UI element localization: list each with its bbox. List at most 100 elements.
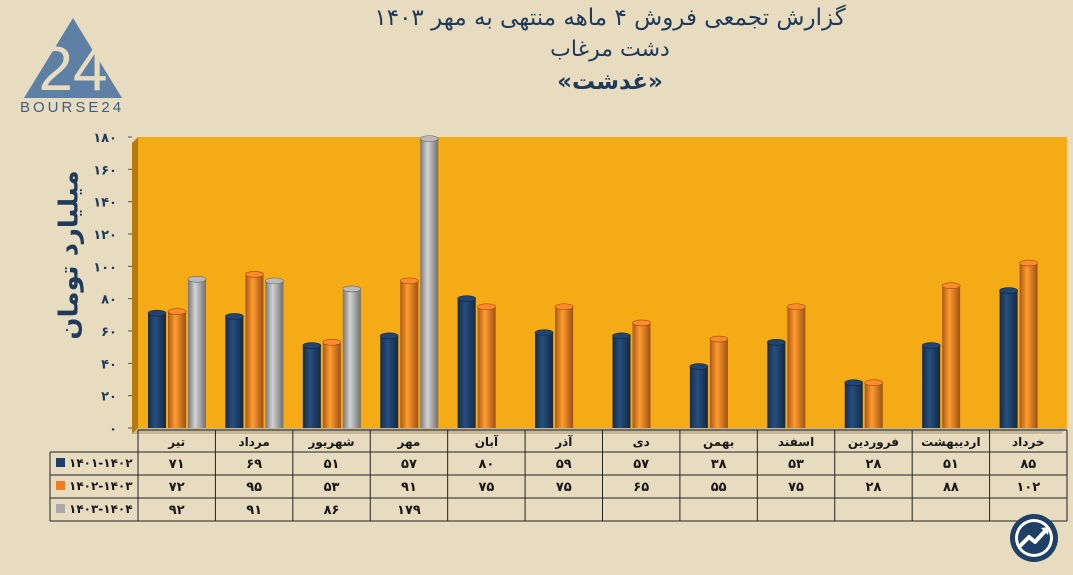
x-tick-label: خرداد (1012, 435, 1045, 449)
x-tick-label: دی (633, 435, 650, 449)
x-tick-label: فروردین (848, 435, 899, 450)
legend-label: ۱۴۰۳-۱۴۰۴ (69, 502, 133, 516)
chart-title-block: گزارش تجمعی فروش ۴ ماهه منتهی به مهر ۱۴۰… (240, 2, 980, 98)
y-tick-label: ۶۰ (101, 325, 117, 340)
trend-chart-badge-icon (1010, 514, 1058, 562)
bar-top (265, 277, 284, 285)
data-table: تیر مرداد شهریور مهر آبان آذر دی بهمن اسفند فرورد… (49, 429, 1068, 522)
data-label: ۷۱ (169, 457, 185, 472)
bar (477, 306, 496, 428)
bar (342, 288, 361, 428)
bar-top (379, 332, 399, 340)
legend-swatch (56, 458, 65, 467)
data-label: ۸۶ (324, 503, 340, 518)
y-tick-label: ۲۰ (101, 390, 117, 405)
bar-top (167, 308, 187, 315)
bar-top (399, 277, 419, 285)
bar-top (864, 379, 884, 387)
x-tick-label: اردیبهشت (921, 435, 980, 449)
data-label: ۹۵ (246, 480, 262, 495)
logo-mark: 24 (39, 35, 108, 104)
plot-floor (132, 428, 1067, 434)
data-label: ۸۰ (478, 457, 494, 472)
data-label: ۵۳ (324, 480, 340, 495)
y-tick-label: ۱۲۰ (93, 228, 117, 243)
bar-top (302, 342, 322, 349)
data-label: ۵۱ (324, 457, 340, 472)
data-label: ۷۵ (788, 480, 804, 495)
bar (420, 138, 439, 428)
y-tick-label: ۱۴۰ (93, 196, 117, 211)
y-tick-label: ۱۰۰ (93, 260, 117, 275)
data-label: ۱۰۲ (1016, 480, 1040, 495)
bar (302, 345, 321, 428)
x-tick-label: بهمن (703, 435, 734, 449)
data-label: ۸۸ (943, 480, 959, 495)
bourse24-logo-icon: 24 (24, 18, 122, 104)
bar (787, 306, 806, 428)
y-tick-label: ۱۸۰ (93, 131, 117, 146)
y-tick-label: ۴۰ (101, 357, 117, 372)
bar (864, 382, 883, 428)
bar-top (477, 303, 496, 311)
bar (380, 335, 399, 428)
x-tick-label: شهریور (307, 435, 354, 450)
y-tick-label: ۱۶۰ (93, 163, 117, 178)
bar-top (999, 287, 1018, 294)
bar (245, 274, 264, 428)
bar-top (689, 363, 709, 370)
x-tick-label: آبان (475, 434, 499, 449)
bar-top (322, 339, 342, 346)
bar (148, 313, 166, 428)
bar (265, 280, 284, 428)
bar (322, 342, 341, 428)
legend-swatch (56, 504, 65, 513)
x-tick-label: تیر (167, 435, 185, 449)
bar (535, 332, 554, 428)
bar (555, 306, 574, 428)
bar (188, 279, 206, 428)
data-label: ۹۱ (401, 480, 417, 495)
plot-wall-edge (132, 137, 138, 434)
bar (168, 311, 186, 428)
legend-label: ۱۴۰۱-۱۴۰۲ (69, 456, 133, 470)
bar (844, 382, 863, 428)
data-label: ۲۸ (866, 480, 882, 495)
bar-top (147, 309, 167, 317)
bar (1019, 263, 1038, 428)
bar-top (225, 313, 244, 320)
bar-top (1019, 259, 1038, 267)
x-tick-label: مرداد (238, 435, 269, 449)
data-label: ۳۸ (711, 457, 727, 472)
data-label: ۷۲ (169, 480, 185, 495)
bar (632, 322, 651, 428)
data-label: ۵۳ (788, 457, 804, 472)
data-label: ۹۱ (246, 503, 262, 518)
plot-area (138, 137, 1067, 428)
legend-swatch (56, 481, 65, 490)
bar (225, 316, 244, 428)
bar-top (632, 319, 651, 327)
bar-top (612, 332, 631, 340)
data-label: ۵۱ (943, 457, 959, 472)
data-label: ۷۵ (478, 480, 494, 495)
bar (612, 335, 631, 428)
logo-text: BOURSE24 (20, 99, 125, 116)
bar-top (921, 342, 941, 349)
bar-top (709, 335, 729, 343)
legend-label: ۱۴۰۲-۱۴۰۳ (69, 479, 133, 493)
data-label: ۵۹ (556, 457, 572, 472)
y-tick-label: ۸۰ (101, 293, 117, 308)
bar-top (342, 285, 362, 293)
data-label: ۷۵ (556, 480, 572, 495)
x-tick-label: مهر (397, 435, 421, 449)
x-tick-label: آذر (554, 434, 573, 449)
bar (922, 345, 941, 428)
data-label: ۶۹ (246, 457, 262, 472)
bar (942, 285, 961, 428)
data-label: ۵۷ (401, 457, 417, 472)
bar-top (187, 275, 207, 283)
company-name: دشت مرغاب (550, 37, 670, 62)
y-tick-label: ۰ (109, 422, 117, 437)
